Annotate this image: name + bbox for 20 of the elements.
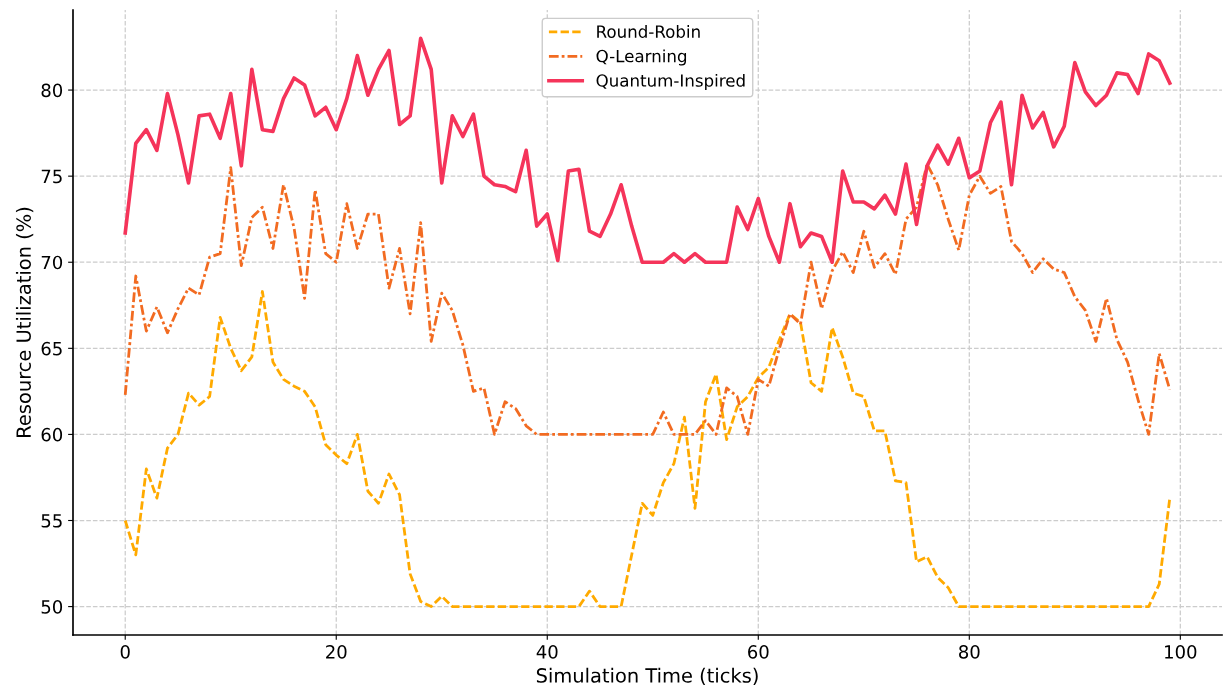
x-tick-label: 20 <box>326 645 347 659</box>
line-series <box>123 36 1172 265</box>
y-tick-label: 65 <box>41 341 62 356</box>
y-tick-label: 80 <box>41 83 63 98</box>
y-axis-title: Resource Utilization (%) <box>15 207 34 437</box>
legend-label: Q-Learning <box>596 49 687 66</box>
y-tick-label: 50 <box>41 600 63 614</box>
y-tick-label: 70 <box>41 255 63 270</box>
y-tick-label: 60 <box>41 427 63 442</box>
line-series <box>123 290 1172 608</box>
legend-label: Quantum-Inspired <box>596 73 745 91</box>
legend-label: Round-Robin <box>597 25 700 38</box>
y-tick-label: 75 <box>41 169 62 184</box>
x-tick-label: 80 <box>959 645 980 659</box>
x-axis-title: Simulation Time (ticks) <box>536 667 758 686</box>
x-tick-label: 60 <box>748 645 769 659</box>
x-tick-label: 100 <box>1165 645 1197 659</box>
x-tick-label: 0 <box>120 645 130 659</box>
x-tick-label: 40 <box>536 645 558 659</box>
y-tick-label: 55 <box>41 514 62 528</box>
